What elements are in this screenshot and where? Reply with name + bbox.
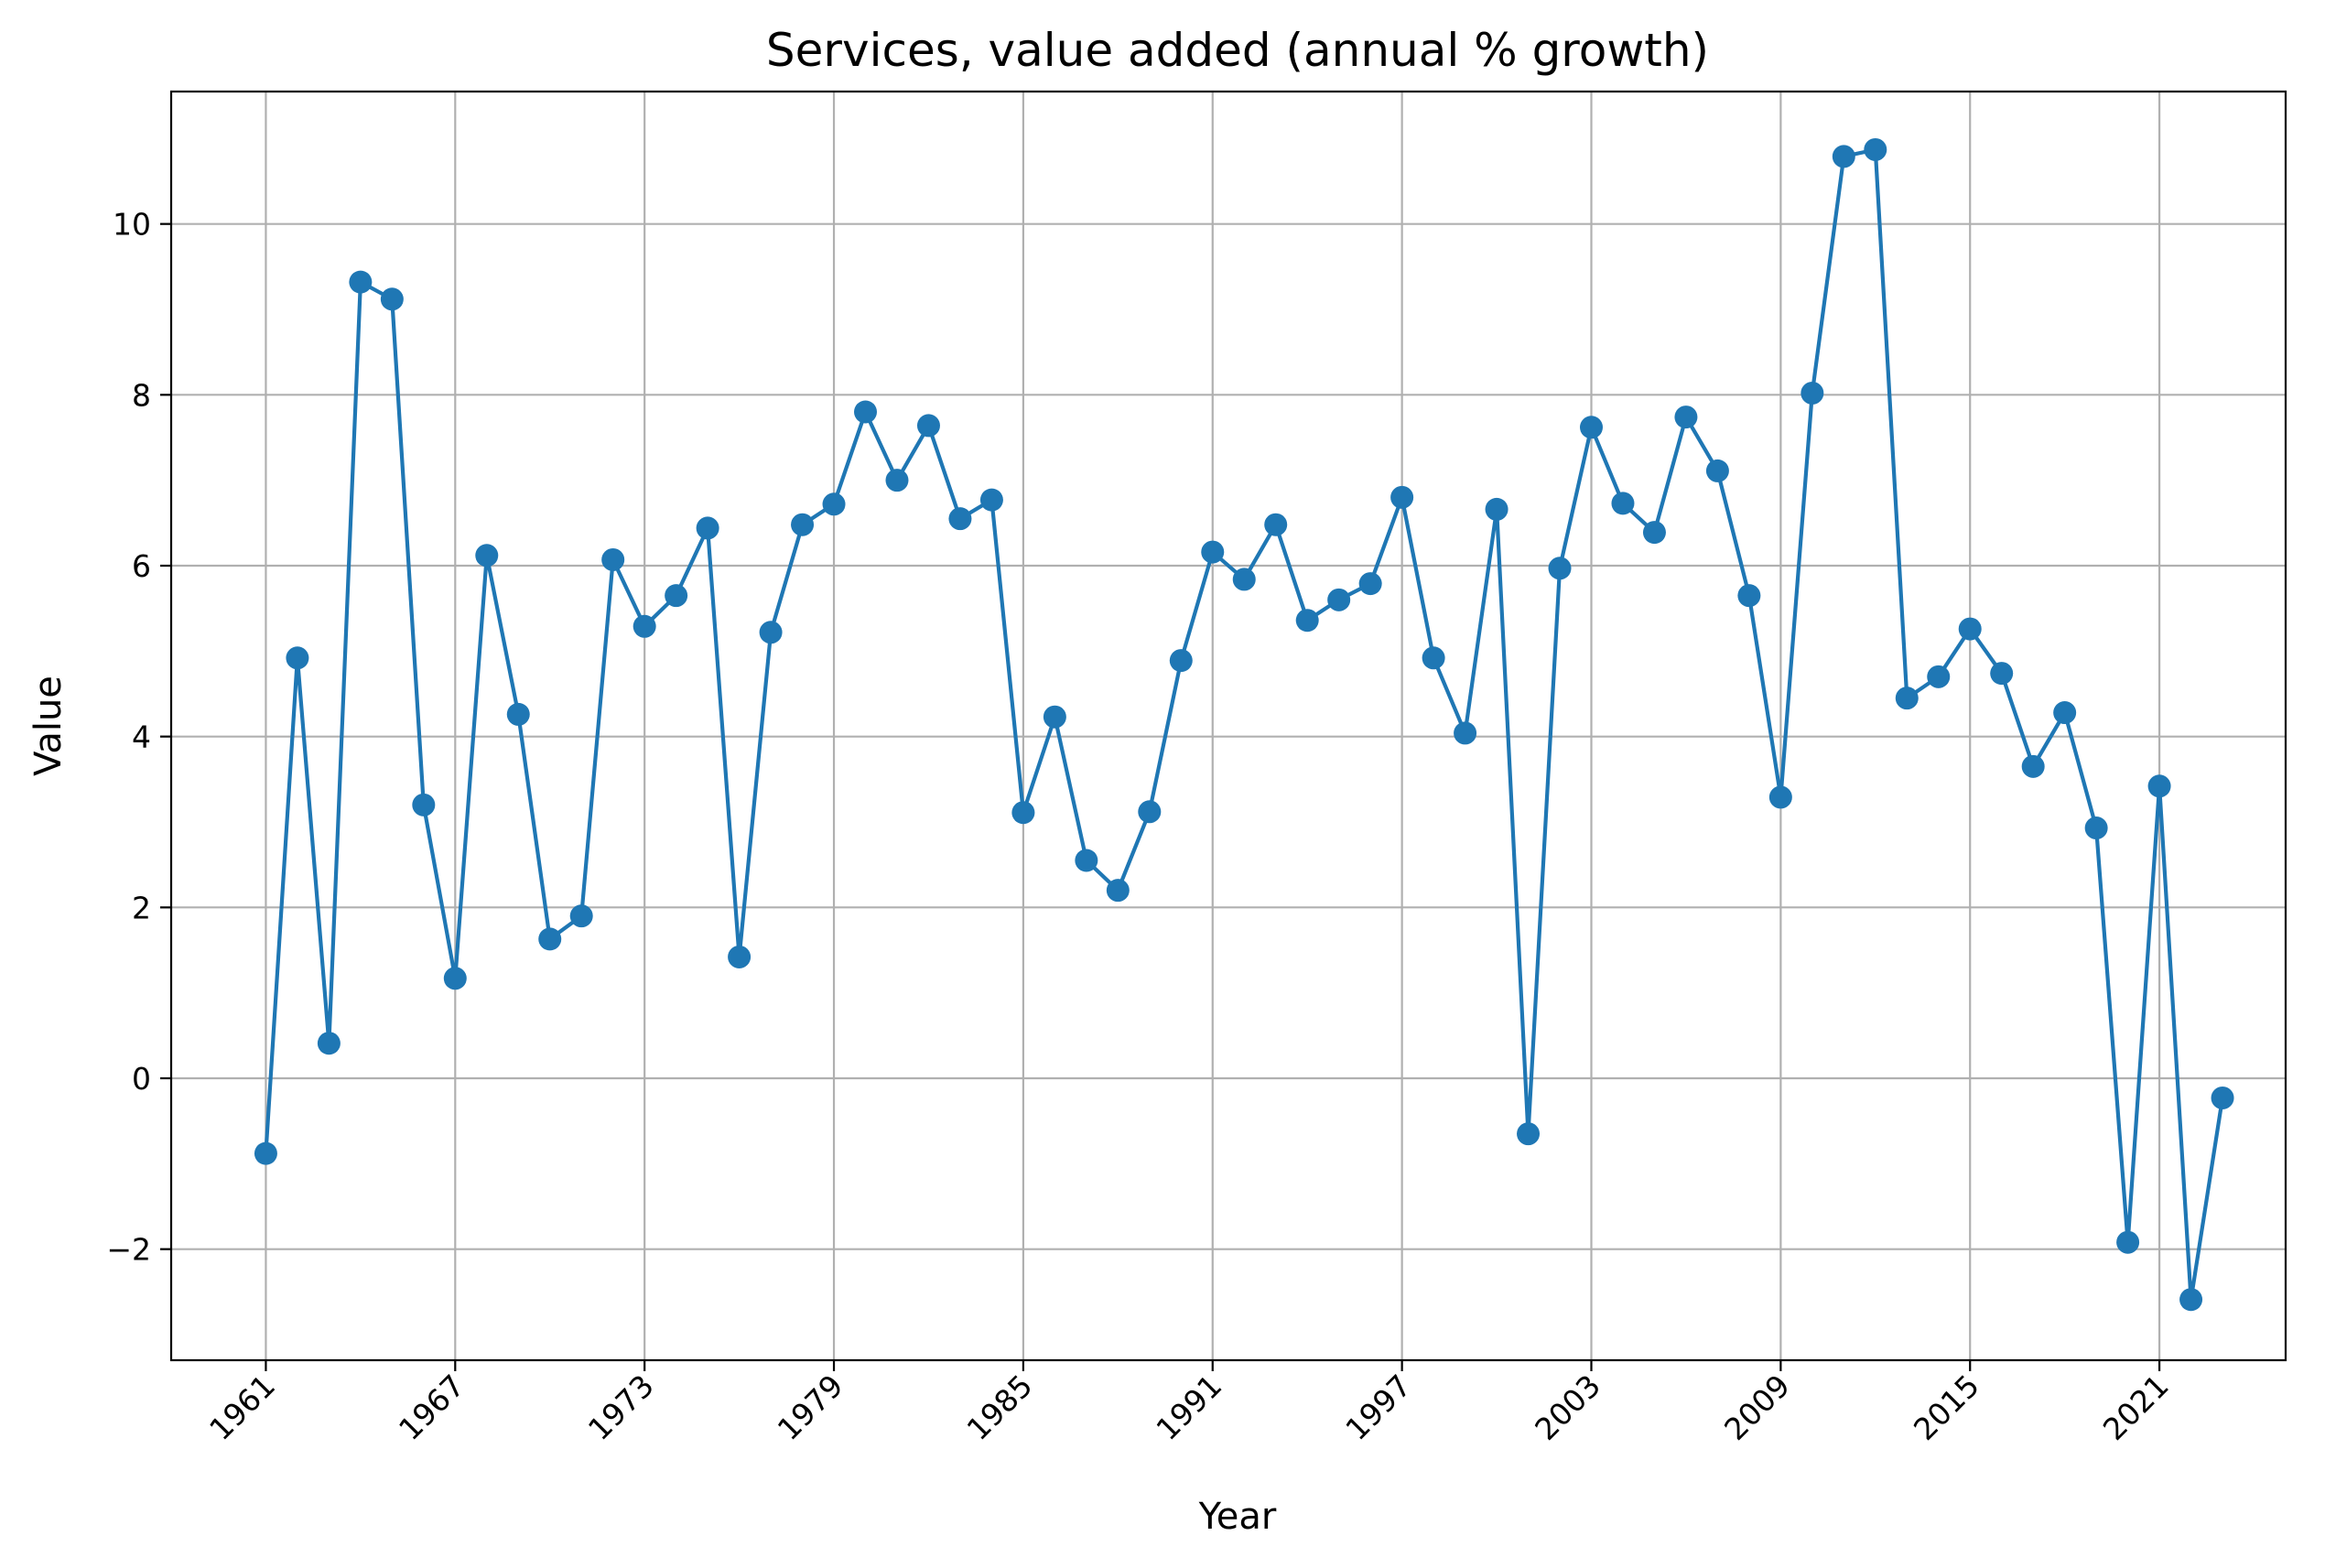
y-tick-label: 2 bbox=[132, 890, 151, 925]
data-point bbox=[633, 614, 656, 638]
data-point bbox=[1768, 785, 1792, 809]
data-point bbox=[1548, 557, 1572, 580]
y-tick-label: 8 bbox=[132, 377, 151, 413]
data-point bbox=[1674, 406, 1698, 429]
x-tick-label: 1973 bbox=[581, 1368, 661, 1447]
y-tick-label: 4 bbox=[132, 719, 151, 755]
data-point bbox=[254, 1141, 277, 1165]
data-point bbox=[696, 516, 719, 540]
data-point bbox=[1579, 416, 1603, 439]
plot-frame bbox=[169, 90, 2287, 1362]
data-point bbox=[1422, 646, 1445, 670]
data-point bbox=[2084, 816, 2108, 840]
series-line bbox=[264, 147, 2225, 1302]
data-point bbox=[1358, 572, 1382, 596]
y-tick-label: 10 bbox=[113, 207, 151, 243]
data-point bbox=[1958, 617, 1982, 641]
data-point bbox=[916, 414, 940, 438]
y-tick-label: 0 bbox=[132, 1061, 151, 1097]
data-point bbox=[979, 488, 1003, 512]
data-point bbox=[1801, 381, 1824, 405]
x-tick-label: 1991 bbox=[1149, 1368, 1228, 1447]
data-point bbox=[380, 287, 404, 311]
x-tick-label: 2021 bbox=[2096, 1368, 2176, 1447]
data-point bbox=[791, 513, 815, 536]
x-tick-label: 2015 bbox=[1907, 1368, 1986, 1447]
y-axis-ticks: −2 0 2 4 6 8 10 bbox=[106, 207, 171, 1268]
data-point bbox=[1043, 705, 1066, 729]
data-point bbox=[1264, 513, 1288, 536]
data-point bbox=[1390, 485, 1414, 509]
data-point bbox=[1106, 879, 1130, 903]
data-point bbox=[1201, 540, 1225, 564]
data-point bbox=[286, 646, 309, 670]
data-point bbox=[475, 544, 499, 568]
data-point bbox=[1642, 521, 1666, 545]
data-point bbox=[2147, 774, 2171, 798]
data-point bbox=[1454, 721, 1477, 745]
data-point bbox=[822, 492, 846, 516]
x-tick-label: 1967 bbox=[392, 1368, 471, 1447]
x-tick-label: 1985 bbox=[960, 1368, 1040, 1447]
data-point bbox=[349, 270, 373, 294]
data-point bbox=[2211, 1086, 2234, 1109]
data-point bbox=[443, 967, 467, 990]
data-point bbox=[1485, 497, 1509, 521]
data-point bbox=[665, 584, 688, 608]
x-tick-label: 1997 bbox=[1338, 1368, 1418, 1447]
grid-lines bbox=[171, 92, 2286, 1360]
data-point bbox=[1927, 665, 1951, 688]
data-point bbox=[1611, 492, 1635, 515]
series-layer bbox=[254, 137, 2234, 1312]
data-point bbox=[1864, 137, 1887, 161]
data-point bbox=[1705, 459, 1729, 482]
data-point bbox=[854, 400, 878, 424]
data-point bbox=[1832, 145, 1855, 168]
data-point bbox=[412, 793, 436, 816]
data-point bbox=[1990, 662, 2014, 686]
data-point bbox=[1517, 1122, 1541, 1146]
data-point bbox=[1138, 800, 1162, 824]
data-point bbox=[2116, 1230, 2140, 1254]
x-tick-label: 1961 bbox=[202, 1368, 282, 1447]
data-point bbox=[538, 927, 562, 951]
data-point bbox=[2179, 1288, 2203, 1312]
data-point bbox=[2021, 754, 2045, 778]
data-point bbox=[1075, 849, 1098, 872]
data-point bbox=[1232, 568, 1256, 591]
x-tick-label: 2009 bbox=[1717, 1368, 1797, 1447]
y-tick-label: −2 bbox=[106, 1232, 151, 1268]
data-point bbox=[1169, 649, 1193, 673]
data-point bbox=[601, 547, 625, 571]
data-point bbox=[317, 1032, 341, 1055]
data-point bbox=[2053, 701, 2077, 725]
data-point bbox=[1295, 609, 1319, 633]
data-point bbox=[1895, 687, 1919, 710]
data-point bbox=[885, 469, 909, 492]
data-point bbox=[506, 702, 530, 726]
data-point bbox=[1327, 588, 1351, 611]
x-tick-label: 2003 bbox=[1528, 1368, 1607, 1447]
y-tick-label: 6 bbox=[132, 548, 151, 584]
data-point bbox=[728, 945, 752, 968]
data-point bbox=[569, 904, 593, 928]
x-axis-ticks: 1961 1967 1973 1979 1985 1991 1997 2003 2009 2015… bbox=[202, 1360, 2176, 1447]
x-tick-label: 1979 bbox=[771, 1368, 850, 1447]
data-point bbox=[759, 621, 783, 644]
data-point bbox=[1737, 584, 1761, 608]
chart-title: Services, value added (annual % growth) bbox=[766, 24, 1709, 77]
y-axis-title: Value bbox=[27, 676, 70, 776]
x-axis-title: Year bbox=[1198, 1496, 1277, 1538]
data-point bbox=[1011, 801, 1035, 825]
data-point bbox=[948, 507, 972, 531]
